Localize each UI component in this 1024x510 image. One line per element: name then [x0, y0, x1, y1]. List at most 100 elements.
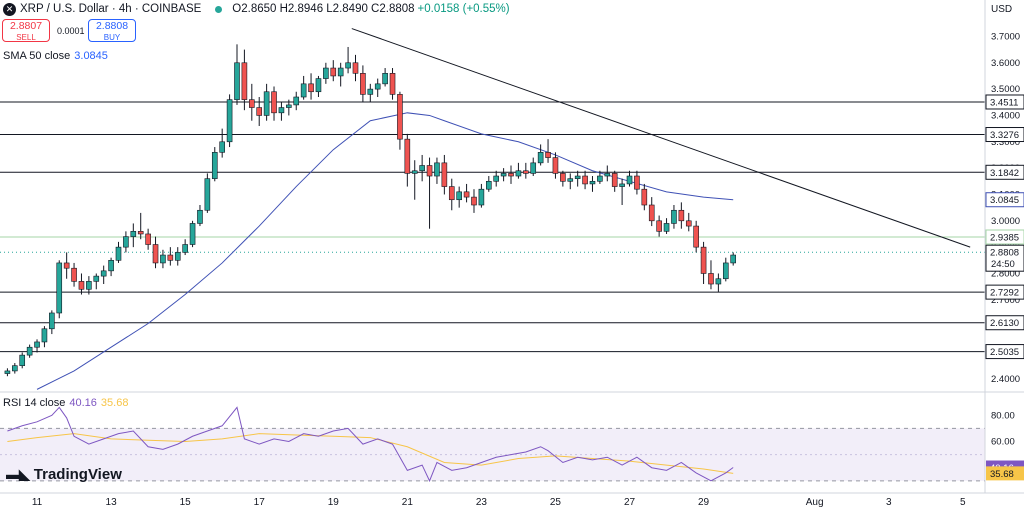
- time-tick-label: 15: [180, 497, 192, 508]
- candle-body: [722, 262, 729, 280]
- level-price-label: 2.6130: [990, 318, 1019, 329]
- candle-body: [249, 99, 255, 108]
- time-tick-label: 3: [886, 497, 892, 508]
- candle-body: [278, 107, 285, 114]
- chart-header: ✕ XRP / U.S. Dollar · 4h · COINBASE O2.8…: [0, 0, 510, 18]
- candle-body: [167, 254, 174, 261]
- rsi-tick-label: 80.00: [991, 410, 1015, 421]
- candle-body: [189, 223, 196, 245]
- candle-body: [552, 157, 559, 174]
- price-tick-label: 3.6000: [991, 58, 1020, 69]
- price-tick-label: 3.3000: [991, 137, 1020, 148]
- candle-body: [323, 67, 329, 79]
- spread-value: 0.0001: [57, 26, 85, 36]
- candle-body: [123, 236, 129, 248]
- price-tick-label: 3.5000: [991, 84, 1020, 95]
- candle-body: [174, 252, 181, 261]
- time-tick-label: 11: [32, 497, 43, 508]
- candle-body: [26, 346, 33, 356]
- candle-body: [271, 91, 277, 114]
- tradingview-logo: ▬◣ TradingView: [6, 466, 122, 483]
- symbol-title[interactable]: XRP / U.S. Dollar · 4h · COINBASE: [20, 3, 202, 15]
- rsi-value: 40.16: [69, 397, 97, 409]
- candle-body: [389, 73, 396, 95]
- candle-body: [300, 83, 307, 98]
- price-tick-label: 3.0000: [991, 216, 1020, 227]
- candle-body: [523, 170, 529, 174]
- price-tick-label: 2.8000: [991, 268, 1020, 279]
- time-tick-label: 5: [960, 497, 966, 508]
- level-price-tag: [985, 127, 1024, 143]
- candle-body: [286, 104, 292, 108]
- rsi-tick-label: 60.00: [991, 437, 1015, 448]
- candle-body: [685, 220, 692, 227]
- candle-body: [619, 183, 625, 187]
- buy-button[interactable]: 2.8808 BUY: [88, 19, 136, 42]
- candle-body: [330, 67, 337, 77]
- candle-body: [352, 62, 359, 74]
- candle-body: [71, 267, 77, 282]
- rsi-legend[interactable]: RSI 14 close 40.16 35.68: [3, 397, 128, 409]
- candle-body: [597, 175, 603, 182]
- candle-body: [426, 165, 433, 177]
- candle-body: [86, 281, 92, 290]
- candle-body: [41, 328, 48, 343]
- price-tick-label: 3.4000: [991, 110, 1020, 121]
- candle-body: [626, 175, 633, 185]
- candle-body: [397, 94, 403, 140]
- candle-body: [308, 83, 314, 93]
- candle-body: [634, 175, 640, 190]
- sma-price-tag: [985, 192, 1024, 208]
- candle-body: [700, 246, 707, 274]
- time-tick-label: 17: [254, 497, 266, 508]
- candle-body: [226, 99, 233, 143]
- rsi-label: RSI 14 close: [3, 397, 66, 409]
- candle-body: [693, 225, 699, 248]
- candle-body: [471, 196, 477, 206]
- currency-label[interactable]: USD: [991, 4, 1013, 15]
- candle-body: [4, 370, 11, 374]
- level-price-label: 2.5035: [990, 347, 1019, 358]
- price-change: +0.0158 (+0.55%): [417, 3, 510, 15]
- sell-label: SELL: [16, 33, 36, 42]
- time-tick-label: 29: [698, 497, 710, 508]
- candle-body: [493, 175, 500, 182]
- candle-body: [515, 170, 522, 177]
- candle-body: [478, 188, 485, 206]
- candle-body: [604, 173, 611, 177]
- sell-button[interactable]: 2.8807 SELL: [2, 19, 50, 42]
- candle-body: [211, 152, 218, 179]
- candle-body: [382, 73, 388, 85]
- candle-body: [671, 209, 677, 224]
- candle-body: [374, 83, 381, 90]
- candle-body: [641, 188, 648, 206]
- sma-legend[interactable]: SMA 50 close 3.0845: [3, 50, 108, 62]
- candle-body: [293, 96, 300, 106]
- candle-body: [448, 186, 455, 201]
- level-price-tag: [985, 284, 1024, 300]
- candle-body: [108, 260, 114, 272]
- level-price-tag: [985, 94, 1024, 110]
- level-price-tag: [985, 344, 1024, 360]
- candle-body: [160, 254, 166, 264]
- candle-body: [197, 209, 203, 224]
- countdown-label: 24:50: [991, 259, 1015, 270]
- candle-body: [204, 178, 211, 211]
- candle-body: [500, 173, 507, 177]
- candle-body: [537, 152, 544, 164]
- candle-body: [345, 62, 351, 69]
- candle-body: [708, 273, 714, 285]
- time-tick-label: 21: [402, 497, 414, 508]
- time-tick-label: 13: [106, 497, 118, 508]
- level-price-label: 3.3276: [990, 130, 1019, 141]
- candle-body: [419, 165, 425, 172]
- candle-body: [611, 173, 618, 187]
- level-price-label: 2.7292: [990, 288, 1019, 299]
- sma-price-label: 3.0845: [990, 195, 1019, 206]
- candle-body: [367, 88, 374, 95]
- candle-body: [152, 244, 159, 264]
- time-tick-label: 27: [624, 497, 636, 508]
- candle-body: [337, 67, 344, 77]
- candle-body: [360, 73, 366, 95]
